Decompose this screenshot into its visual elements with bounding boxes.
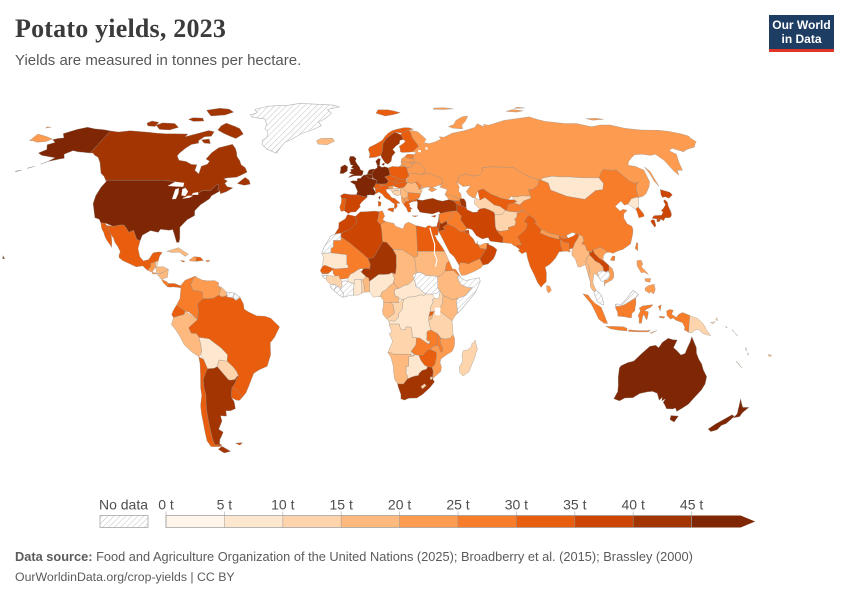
svg-text:15 t: 15 t — [330, 497, 353, 513]
svg-text:45 t: 45 t — [680, 497, 703, 513]
svg-text:10 t: 10 t — [271, 497, 294, 513]
svg-text:5 t: 5 t — [217, 497, 233, 513]
svg-text:0 t: 0 t — [158, 497, 174, 513]
svg-text:30 t: 30 t — [505, 497, 528, 513]
svg-text:No data: No data — [99, 497, 148, 513]
svg-text:20 t: 20 t — [388, 497, 411, 513]
svg-text:35 t: 35 t — [563, 497, 586, 513]
svg-text:25 t: 25 t — [446, 497, 469, 513]
svg-text:40 t: 40 t — [622, 497, 645, 513]
